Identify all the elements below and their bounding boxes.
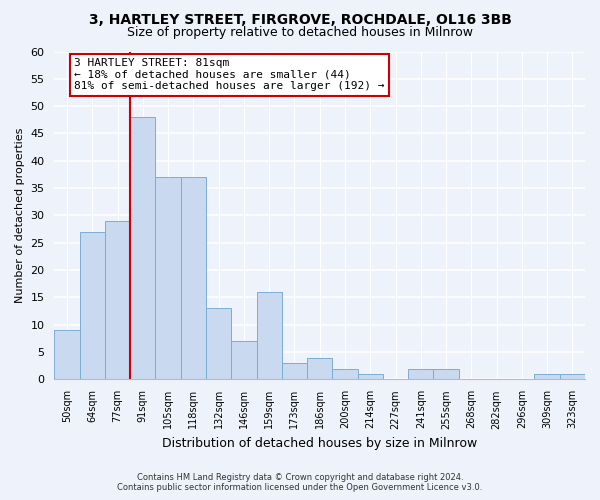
X-axis label: Distribution of detached houses by size in Milnrow: Distribution of detached houses by size … <box>162 437 478 450</box>
Bar <box>307 358 332 380</box>
Bar <box>80 232 105 380</box>
Bar <box>105 221 130 380</box>
Bar <box>560 374 585 380</box>
Bar <box>433 368 458 380</box>
Bar <box>282 363 307 380</box>
Bar <box>155 177 181 380</box>
Text: Contains HM Land Registry data © Crown copyright and database right 2024.
Contai: Contains HM Land Registry data © Crown c… <box>118 473 482 492</box>
Y-axis label: Number of detached properties: Number of detached properties <box>15 128 25 303</box>
Bar <box>55 330 80 380</box>
Bar <box>206 308 231 380</box>
Bar <box>408 368 433 380</box>
Bar <box>231 341 257 380</box>
Text: 3, HARTLEY STREET, FIRGROVE, ROCHDALE, OL16 3BB: 3, HARTLEY STREET, FIRGROVE, ROCHDALE, O… <box>89 12 511 26</box>
Text: 3 HARTLEY STREET: 81sqm
← 18% of detached houses are smaller (44)
81% of semi-de: 3 HARTLEY STREET: 81sqm ← 18% of detache… <box>74 58 385 92</box>
Text: Size of property relative to detached houses in Milnrow: Size of property relative to detached ho… <box>127 26 473 39</box>
Bar <box>181 177 206 380</box>
Bar <box>257 292 282 380</box>
Bar <box>332 368 358 380</box>
Bar <box>358 374 383 380</box>
Bar <box>535 374 560 380</box>
Bar <box>130 117 155 380</box>
